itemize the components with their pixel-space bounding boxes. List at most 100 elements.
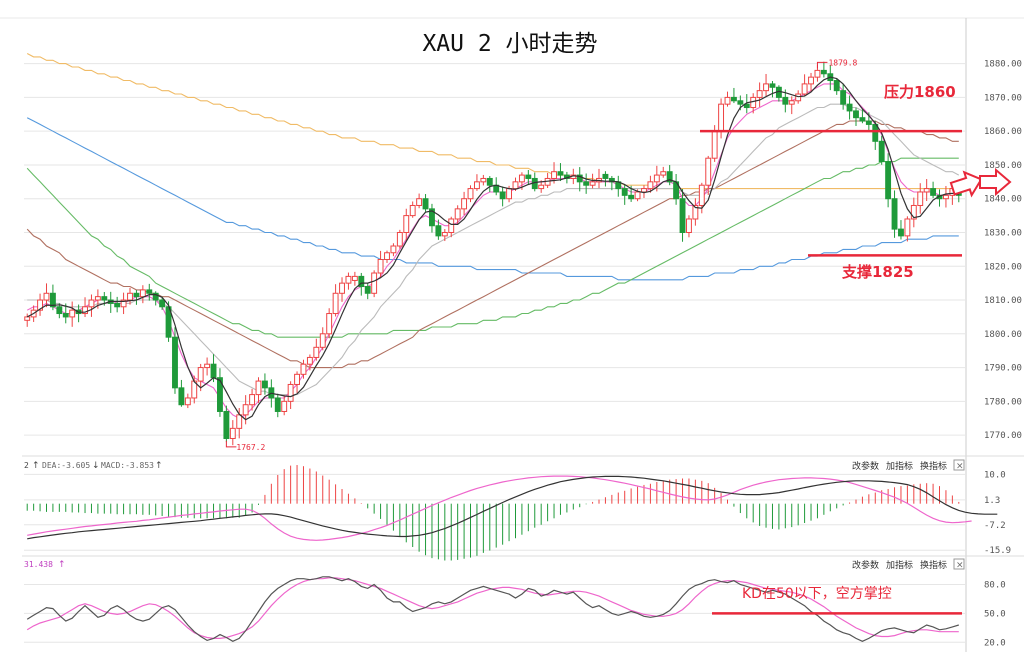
candle-body bbox=[557, 171, 564, 176]
price-tick-label: 1840.00 bbox=[984, 195, 1022, 205]
price-tick-label: 1820.00 bbox=[984, 262, 1022, 272]
candle-body bbox=[833, 80, 840, 92]
macd-tick-label: 1.3 bbox=[984, 496, 1000, 506]
candle-body bbox=[139, 289, 146, 298]
candle-body bbox=[737, 100, 744, 105]
candle-body bbox=[448, 218, 455, 233]
candle-body bbox=[396, 231, 403, 247]
candle-body bbox=[653, 174, 660, 183]
candle-body bbox=[172, 336, 178, 389]
candle-body bbox=[917, 191, 924, 206]
candle-body bbox=[62, 313, 69, 318]
candle-body bbox=[647, 181, 654, 190]
kd-legend-value: 31.438 bbox=[24, 560, 53, 569]
candle-body bbox=[43, 292, 50, 301]
candle-body bbox=[518, 174, 525, 183]
candle-body bbox=[679, 198, 686, 233]
candle-body bbox=[56, 306, 63, 315]
candle-body bbox=[628, 194, 635, 200]
up-arrow-icon: ↑ bbox=[155, 461, 163, 471]
candle-body bbox=[159, 299, 166, 308]
candle-body bbox=[114, 302, 121, 308]
candle-body bbox=[37, 299, 44, 311]
macd-switch-indicator-button[interactable]: 换指标 bbox=[920, 460, 947, 472]
ma-line-short bbox=[26, 76, 959, 421]
candle-body bbox=[409, 204, 416, 217]
macd-add-indicator-button[interactable]: 加指标 bbox=[886, 460, 913, 472]
candle-body bbox=[384, 252, 390, 261]
candle-body bbox=[666, 171, 673, 183]
candle-body bbox=[249, 394, 256, 406]
candle-body bbox=[506, 188, 513, 200]
price-tick-label: 1830.00 bbox=[984, 228, 1022, 238]
candle-body bbox=[865, 120, 872, 125]
kd-close-button[interactable] bbox=[953, 558, 965, 570]
candle-body bbox=[763, 83, 769, 92]
candle-body bbox=[178, 387, 185, 406]
kd-param-button[interactable]: 改参数 bbox=[852, 559, 879, 571]
price-tick-label: 1870.00 bbox=[984, 93, 1022, 103]
candle-body bbox=[294, 373, 300, 385]
candle-body bbox=[24, 316, 31, 321]
candle-body bbox=[152, 292, 159, 301]
candle-body bbox=[319, 333, 326, 348]
candle-body bbox=[692, 204, 699, 220]
candle-body bbox=[641, 188, 647, 193]
candle-body bbox=[788, 100, 795, 105]
candle-body bbox=[782, 96, 789, 105]
candle-body bbox=[223, 410, 230, 439]
candle-body bbox=[814, 69, 821, 78]
candle-body bbox=[525, 174, 532, 179]
candle-body bbox=[576, 174, 583, 183]
kd-switch-indicator-button[interactable]: 换指标 bbox=[920, 559, 947, 571]
right-arrow-icon bbox=[949, 170, 983, 198]
candle-body bbox=[711, 130, 718, 159]
candle-body bbox=[891, 198, 898, 230]
resistance-label: 压力1860 bbox=[884, 83, 956, 101]
candle-body bbox=[473, 181, 480, 190]
candle-body bbox=[480, 177, 487, 183]
close-icon: × bbox=[956, 561, 964, 571]
candle-body bbox=[242, 404, 249, 416]
kd-tick-label: 50.0 bbox=[984, 609, 1006, 619]
candle-body bbox=[313, 346, 320, 358]
candle-body bbox=[698, 184, 705, 206]
macd-tick-label: 10.0 bbox=[984, 470, 1006, 480]
candle-body bbox=[923, 188, 930, 193]
candle-body bbox=[621, 188, 628, 196]
candle-body bbox=[846, 103, 853, 112]
kd-k-line bbox=[26, 576, 959, 642]
candle-body bbox=[718, 103, 725, 132]
candle-body bbox=[750, 96, 757, 109]
candle-body bbox=[730, 96, 737, 102]
kd-add-indicator-button[interactable]: 加指标 bbox=[886, 559, 913, 571]
candle-body bbox=[371, 272, 378, 294]
down-arrow-icon: ↓ bbox=[92, 461, 100, 471]
price-tick-label: 1770.00 bbox=[984, 431, 1022, 441]
ma-line-blue bbox=[26, 117, 959, 281]
candle-body bbox=[461, 198, 468, 210]
right-arrow-icon bbox=[979, 167, 1012, 197]
kd-tick-label: 80.0 bbox=[984, 581, 1006, 591]
candle-body bbox=[364, 286, 371, 294]
candle-body bbox=[705, 157, 712, 186]
candle-body bbox=[210, 363, 217, 379]
candle-body bbox=[146, 289, 153, 294]
candle-body bbox=[204, 363, 211, 369]
candle-body bbox=[454, 208, 461, 220]
macd-close-button[interactable] bbox=[953, 459, 965, 471]
candlestick-group bbox=[24, 61, 962, 446]
candle-body bbox=[217, 377, 223, 412]
macd-legend: MACD:-3.853 bbox=[101, 461, 154, 470]
macd-param-button[interactable]: 改参数 bbox=[852, 460, 879, 472]
candle-body bbox=[634, 191, 641, 200]
candle-body bbox=[467, 188, 474, 200]
kd-note: KD在50以下，空方掌控 bbox=[742, 586, 892, 602]
candle-body bbox=[801, 83, 808, 95]
price-tick-label: 1860.00 bbox=[984, 127, 1022, 137]
up-arrow-icon: ↑ bbox=[32, 461, 40, 471]
candle-body bbox=[660, 171, 667, 176]
candle-body bbox=[872, 123, 879, 142]
candle-body bbox=[300, 363, 307, 375]
close-icon: × bbox=[956, 462, 964, 472]
